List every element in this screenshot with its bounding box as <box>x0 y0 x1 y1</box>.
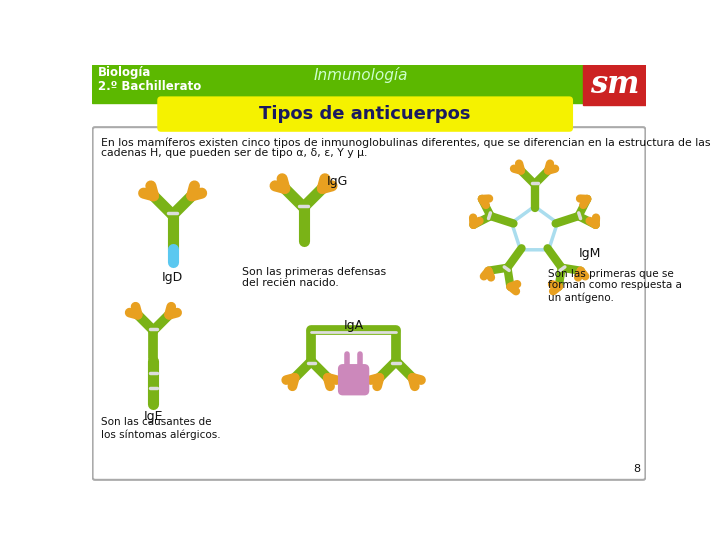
Text: IgD: IgD <box>162 271 184 284</box>
Text: IgA: IgA <box>343 319 364 332</box>
Text: IgE: IgE <box>144 410 163 423</box>
Bar <box>92 65 647 103</box>
Text: IgM: IgM <box>579 247 602 260</box>
Text: 8: 8 <box>633 464 640 475</box>
Bar <box>583 65 647 105</box>
Text: Son las primeras defensas
del recién nacido.: Son las primeras defensas del recién nac… <box>242 267 386 288</box>
FancyBboxPatch shape <box>157 96 573 132</box>
FancyBboxPatch shape <box>339 365 368 394</box>
Text: Tipos de anticuerpos: Tipos de anticuerpos <box>259 105 471 123</box>
Text: En los mamíferos existen cinco tipos de inmunoglobulinas diferentes, que se dife: En los mamíferos existen cinco tipos de … <box>101 137 711 147</box>
Text: 2.º Bachillerato: 2.º Bachillerato <box>98 80 201 93</box>
Text: Biología: Biología <box>98 66 151 79</box>
FancyBboxPatch shape <box>93 127 645 480</box>
Text: Son las causantes de
los síntomas alérgicos.: Son las causantes de los síntomas alérgi… <box>101 417 220 440</box>
Text: Son las primeras que se
forman como respuesta a
un antígeno.: Son las primeras que se forman como resp… <box>549 269 683 302</box>
Text: IgG: IgG <box>327 176 348 188</box>
Text: cadenas H, que pueden ser de tipo α, δ, ε, Y y μ.: cadenas H, que pueden ser de tipo α, δ, … <box>101 148 367 158</box>
Text: Inmunología: Inmunología <box>314 67 408 83</box>
Text: sm: sm <box>590 69 639 100</box>
